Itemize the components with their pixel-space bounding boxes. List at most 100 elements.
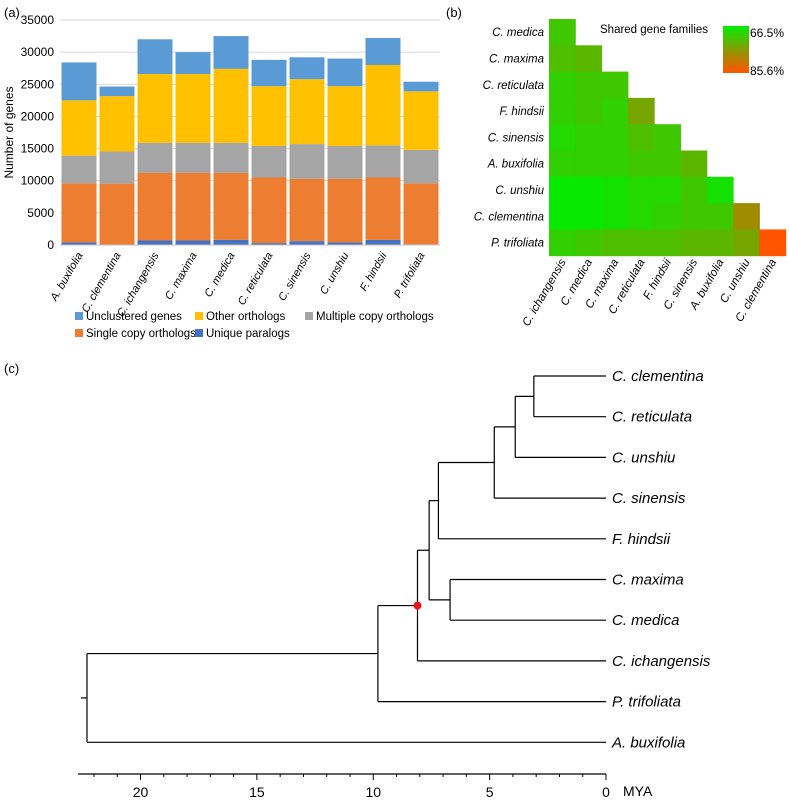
heatmap-cell [601, 71, 629, 99]
heatmap-cell [601, 203, 629, 230]
heatmap-row-label: C. sinensis [488, 132, 544, 144]
legend-swatch [75, 312, 83, 320]
tree-tip-label: F. hindsii [612, 531, 671, 548]
heatmap-cell [654, 229, 681, 257]
y-tick-label: 35000 [21, 13, 55, 27]
heatmap-cell [706, 229, 734, 257]
heatmap-cell [575, 124, 603, 151]
time-axis-tick-label: 15 [249, 784, 265, 800]
bar-segment [137, 142, 173, 173]
bar-segment [365, 239, 401, 245]
bar-segment [137, 39, 173, 74]
bar-segment [251, 177, 287, 244]
bar-segment [61, 183, 97, 243]
panel-c-phylogenetic-tree: C. clementina C. reticulata C. unshiu C. si… [78, 368, 711, 800]
x-tick-label: C. unshiu [318, 251, 352, 297]
y-tick-label: 5000 [27, 206, 54, 220]
color-scale-bar [723, 26, 749, 73]
heatmap-cell [733, 229, 760, 257]
tree-tip-label: A. buxifolia [611, 734, 685, 751]
bar-segment [403, 91, 439, 150]
bar-segment [175, 52, 211, 74]
legend-swatch [195, 312, 203, 320]
heatmap-cell [575, 176, 603, 204]
heatmap-cell [706, 203, 734, 230]
tree-tip-label: C. reticulata [612, 409, 692, 426]
legend-label: Multiple copy orthologs [316, 311, 434, 323]
tree-tip-label: C. clementina [612, 368, 704, 385]
heatmap-cell [575, 45, 603, 73]
bar-segment [327, 178, 363, 243]
bar-segment [213, 173, 249, 240]
heatmap-cell [733, 203, 760, 230]
bar-segment [289, 79, 325, 145]
y-tick-label: 20000 [21, 109, 55, 123]
bar-segment [365, 65, 401, 146]
heatmap-cell [601, 150, 629, 178]
legend-swatch [75, 329, 83, 337]
heatmap-cell [549, 176, 576, 204]
heatmap-cell [575, 229, 603, 257]
heatmap-cell [654, 203, 681, 230]
tree-tip-label: C. ichangensis [612, 653, 711, 670]
heatmap-cell [654, 124, 681, 151]
highlighted-node-marker [413, 601, 422, 610]
heatmap-cell [601, 229, 629, 257]
tree-tip-label: P. trifoliata [612, 694, 681, 711]
bar-segment [175, 173, 211, 241]
heatmap-cell [627, 97, 655, 125]
bar-segment [137, 74, 173, 143]
heatmap-cell [549, 97, 576, 125]
bar-segment [327, 86, 363, 146]
time-axis-tick-label: 10 [365, 784, 381, 800]
bar-segment [251, 146, 287, 178]
heatmap-cell [575, 150, 603, 178]
x-tick-label: P. trifoliata [392, 251, 428, 301]
bar-segment [289, 144, 325, 179]
heatmap-row-label: P. trifoliata [491, 238, 544, 250]
heatmap-cell [680, 229, 708, 257]
bar-segment [61, 62, 97, 101]
heatmap-cell [549, 150, 576, 178]
legend-label: Unique paralogs [206, 328, 290, 340]
bar-segment [365, 177, 401, 240]
bar-segment [403, 183, 439, 245]
x-tick-label: C. ichangensis [115, 250, 162, 319]
bar-segment [403, 149, 439, 184]
panel-label-b: (b) [446, 5, 462, 20]
legend-label: Other orthologs [206, 311, 286, 323]
bar-segment [213, 68, 249, 143]
heatmap-cell [575, 203, 603, 230]
legend-swatch [195, 329, 203, 337]
x-tick-label: C. maxima [163, 251, 200, 303]
bar-segment [61, 242, 97, 245]
heatmap-cell [759, 229, 787, 257]
y-tick-label: 25000 [21, 77, 55, 91]
time-axis-label: MYA [623, 783, 653, 799]
bar-segment [251, 243, 287, 245]
y-axis-label: Number of genes [2, 86, 16, 178]
time-axis-tick-label: 0 [602, 784, 610, 800]
bar-segment [213, 239, 249, 245]
y-tick-label: 0 [47, 238, 54, 252]
heatmap-col-label: C. ichangensis [521, 257, 569, 329]
bar-segment [175, 240, 211, 245]
heatmap-row-label: C. medica [492, 27, 544, 39]
panel-b-shared-gene-families-heatmap: C. medica C. maxima C. reticulata F. hindsi… [474, 19, 787, 329]
bar-segment [99, 151, 135, 184]
y-tick-label: 30000 [21, 45, 55, 59]
heatmap-cell [627, 124, 655, 151]
tree-tip-label: C. maxima [612, 572, 684, 589]
tree-tip-label: C. medica [612, 612, 680, 629]
heatmap-row-label: C. maxima [489, 53, 544, 65]
panel-a-stacked-bar-chart: 0 5000 10000 15000 20000 25000 30000 35000 Numbe… [2, 13, 440, 340]
x-tick-label: A. buxifolia [48, 251, 86, 304]
bar-segment [99, 86, 135, 97]
heatmap-row-label: F. hindsii [499, 106, 544, 118]
bar-segment [327, 146, 363, 179]
bar-segment [289, 241, 325, 245]
heatmap-row-label: A. buxifolia [487, 159, 544, 171]
x-tick-label: C. clementina [80, 251, 124, 315]
heatmap-cell [680, 203, 708, 230]
